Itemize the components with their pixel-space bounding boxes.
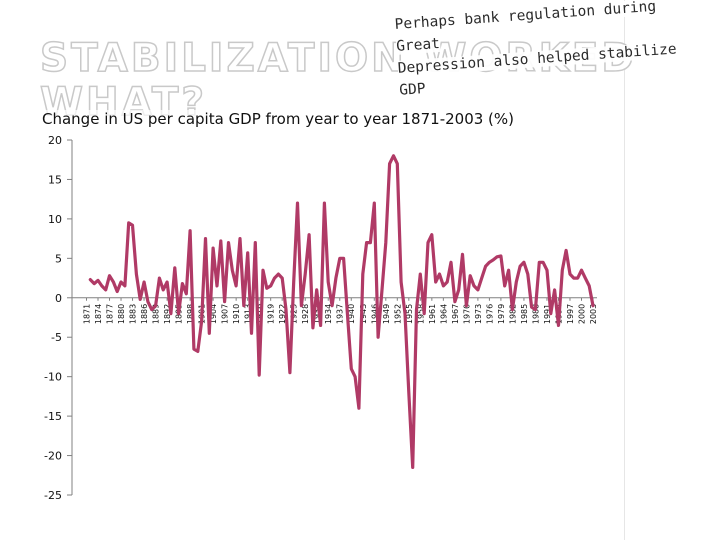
x-tick-label: 2000 (577, 304, 586, 324)
x-tick-label: 1970 (462, 304, 471, 324)
x-tick-label: 1877 (106, 304, 115, 324)
x-tick-label: 1988 (531, 304, 540, 324)
x-tick-label: 1922 (278, 304, 287, 324)
y-tick-label: -25 (44, 489, 62, 502)
x-tick-label: 1937 (336, 304, 345, 324)
x-tick-label: 1961 (428, 304, 437, 324)
x-tick-label: 1976 (485, 304, 494, 324)
x-tick-label: 1934 (324, 304, 333, 324)
y-tick-label: -10 (44, 371, 62, 384)
x-tick-label: 1949 (382, 304, 391, 324)
x-tick-label: 1886 (140, 304, 149, 324)
x-tick-label: 1964 (439, 304, 448, 324)
x-tick-label: 1952 (393, 304, 402, 324)
x-tick-label: 1919 (267, 304, 276, 324)
x-tick-label: 1871 (83, 304, 92, 324)
x-tick-label: 1985 (520, 304, 529, 324)
x-tick-label: 1904 (209, 304, 218, 324)
x-tick-label: 1946 (370, 304, 379, 324)
x-tick-label: 1928 (301, 304, 310, 324)
x-tick-label: 2003 (589, 304, 598, 324)
x-tick-label: 1913 (244, 304, 253, 324)
x-tick-label: 1955 (405, 304, 414, 324)
x-tick-label: 1898 (186, 304, 195, 324)
x-tick-label: 1958 (416, 304, 425, 324)
x-tick-label: 1997 (566, 304, 575, 324)
x-tick-label: 1991 (543, 304, 552, 324)
y-tick-label: 20 (48, 134, 62, 147)
x-tick-label: 1907 (221, 304, 230, 324)
y-tick-label: 5 (55, 252, 62, 265)
y-tick-label: -5 (51, 331, 62, 344)
y-tick-label: 15 (48, 173, 62, 186)
x-tick-label: 1874 (94, 304, 103, 324)
series-line (88, 154, 595, 469)
x-tick-label: 1883 (129, 304, 138, 324)
y-tick-label: 0 (55, 292, 62, 305)
y-tick-label: -20 (44, 450, 62, 463)
x-tick-label: 1931 (313, 304, 322, 324)
y-tick-label: 10 (48, 213, 62, 226)
x-tick-label: 1943 (359, 304, 368, 324)
slide-right-band (624, 0, 720, 540)
x-tick-label: 1910 (232, 304, 241, 324)
x-tick-label: 1979 (497, 304, 506, 324)
x-tick-label: 1982 (508, 304, 517, 324)
chart-title: Change in US per capita GDP from year to… (42, 110, 515, 128)
x-tick-label: 1889 (152, 304, 161, 324)
y-tick-label: -15 (44, 410, 62, 423)
x-tick-label: 1925 (290, 304, 299, 324)
x-tick-label: 1880 (117, 304, 126, 324)
x-tick-label: 1973 (474, 304, 483, 324)
x-tick-label: 1892 (163, 304, 172, 324)
x-tick-label: 1940 (347, 304, 356, 324)
x-tick-label: 1967 (451, 304, 460, 324)
x-tick-label: 1916 (255, 304, 264, 324)
